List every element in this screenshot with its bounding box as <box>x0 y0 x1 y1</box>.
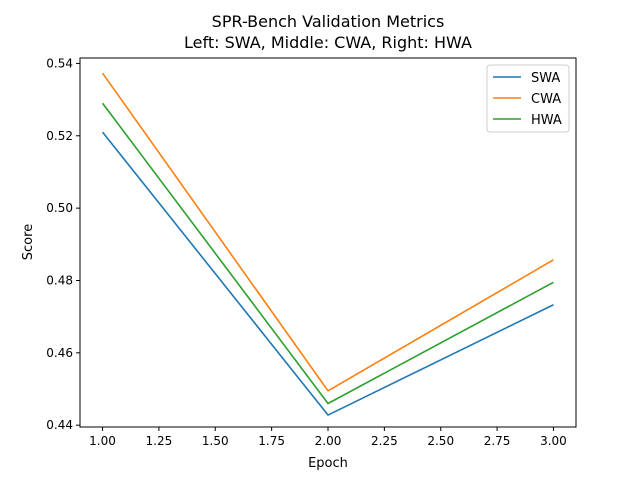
legend-label-hwa: HWA <box>531 113 562 128</box>
x-axis-ticks: 1.00 1.25 1.50 1.75 2.00 2.25 2.50 2.75 3.00 <box>89 427 567 448</box>
y-tick-label: 0.46 <box>46 346 73 360</box>
y-axis-ticks: 0.44 0.46 0.48 0.50 0.52 0.54 <box>46 56 80 432</box>
x-tick-label: 2.50 <box>427 434 454 448</box>
chart-subtitle: Left: SWA, Middle: CWA, Right: HWA <box>184 33 472 52</box>
y-tick-label: 0.44 <box>46 418 73 432</box>
series-line-hwa <box>101 102 554 405</box>
chart-title: SPR-Bench Validation Metrics <box>212 12 445 31</box>
x-tick-label: 2.75 <box>484 434 511 448</box>
x-axis-label: Epoch <box>308 456 348 471</box>
series-layer <box>101 72 554 416</box>
legend-box <box>486 64 570 133</box>
y-tick-label: 0.54 <box>46 56 73 70</box>
x-tick-label: 1.00 <box>89 434 116 448</box>
y-tick-label: 0.50 <box>46 201 73 215</box>
x-tick-label: 2.00 <box>315 434 342 448</box>
y-axis-label: Score <box>21 224 36 260</box>
series-line-cwa <box>101 72 554 392</box>
x-tick-label: 1.75 <box>258 434 285 448</box>
legend: SWA CWA HWA <box>486 64 570 133</box>
y-tick-label: 0.48 <box>46 273 73 287</box>
x-tick-label: 3.00 <box>540 434 567 448</box>
x-tick-label: 1.50 <box>202 434 229 448</box>
x-tick-label: 2.25 <box>371 434 398 448</box>
legend-label-swa: SWA <box>531 71 560 86</box>
plot-frame <box>79 57 577 428</box>
legend-label-cwa: CWA <box>531 92 561 107</box>
y-tick-label: 0.52 <box>46 129 73 143</box>
x-tick-label: 1.25 <box>146 434 173 448</box>
series-line-swa <box>101 131 554 416</box>
